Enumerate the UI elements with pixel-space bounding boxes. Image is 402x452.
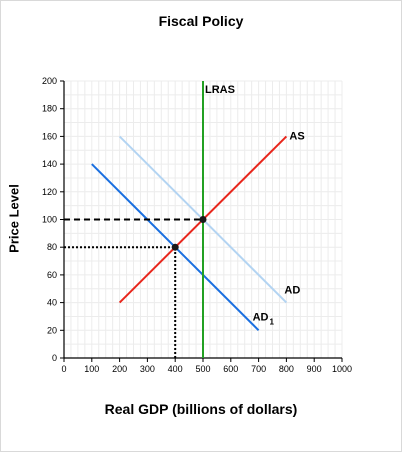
x-tick-label: 700 (251, 364, 266, 374)
x-tick-label: 0 (61, 364, 66, 374)
series-label-ad1: AD (253, 311, 269, 323)
y-tick-label: 160 (42, 131, 57, 141)
x-tick-label: 200 (112, 364, 127, 374)
y-tick-label: 60 (47, 270, 57, 280)
x-axis-title: Real GDP (billions of dollars) (104, 401, 298, 417)
series-label-subscript: 1 (269, 317, 274, 326)
x-tick-label: 1000 (332, 364, 352, 374)
y-tick-label: 100 (42, 215, 57, 225)
x-tick-label: 900 (307, 364, 322, 374)
y-axis-title: Price Level (6, 184, 22, 253)
y-tick-label: 180 (42, 104, 57, 114)
equilibrium-point (171, 243, 179, 251)
y-tick-label: 20 (47, 325, 57, 335)
x-tick-label: 100 (84, 364, 99, 374)
x-tick-label: 300 (140, 364, 155, 374)
y-tick-label: 120 (42, 187, 57, 197)
x-tick-label: 600 (223, 364, 238, 374)
equilibrium-point (199, 216, 207, 223)
y-tick-label: 0 (52, 353, 57, 363)
y-tick-label: 40 (47, 298, 57, 308)
y-tick-label: 200 (42, 76, 57, 86)
chart-title: Fiscal Policy (158, 13, 244, 29)
x-tick-label: 500 (195, 364, 210, 374)
series-label-as: AS (289, 130, 304, 142)
x-tick-label: 400 (168, 364, 183, 374)
y-tick-label: 140 (42, 159, 57, 169)
series-label-ad: AD (284, 285, 300, 297)
y-tick-label: 80 (47, 242, 57, 252)
x-tick-label: 800 (279, 364, 294, 374)
series-label-lras: LRAS (205, 84, 235, 96)
